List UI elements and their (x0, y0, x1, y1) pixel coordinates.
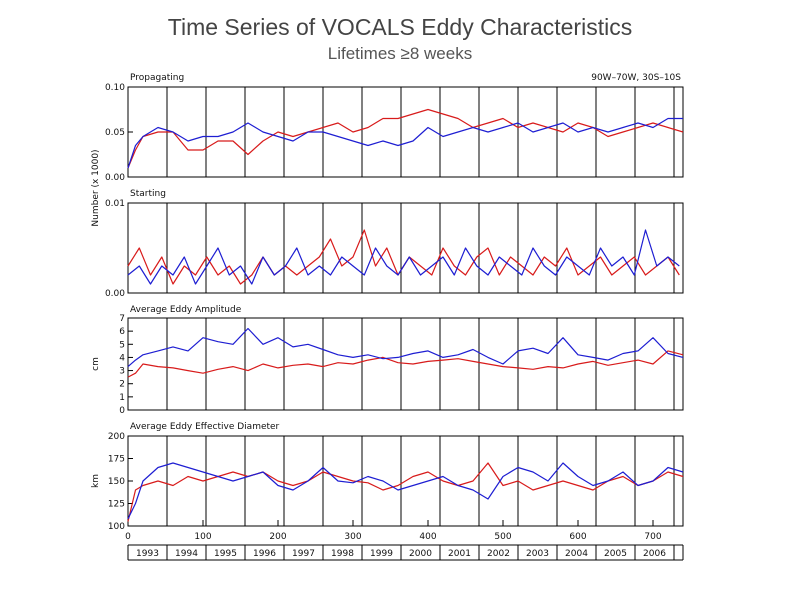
x-tick-label: 400 (419, 532, 436, 542)
series-lines (127, 108, 684, 169)
x-tick-label: 100 (194, 532, 211, 542)
year-label: 1999 (370, 549, 393, 559)
panel-label: Average Eddy Amplitude (130, 305, 242, 315)
y-tick-label: 200 (108, 432, 125, 442)
panel-label: Starting (130, 189, 166, 199)
panel-starting: Starting 0.00 0.01 (105, 189, 684, 299)
y-tick-label: 0.05 (105, 128, 125, 138)
series-line-red (127, 350, 684, 378)
y-tick-label: 7 (119, 314, 125, 324)
y-tick-label: 0.10 (105, 83, 125, 93)
y-tick-label: 4 (119, 353, 125, 363)
year-label: 2003 (526, 549, 549, 559)
x-tick-label: 200 (269, 532, 286, 542)
panel-amplitude: Average Eddy Amplitude cm 0 1 2 3 4 5 6 7 (91, 305, 684, 416)
y-tick-label: 100 (108, 522, 125, 532)
year-label: 2006 (643, 549, 666, 559)
series-line-red (127, 462, 684, 522)
chart-subtitle: Lifetimes ≥8 weeks (327, 44, 473, 63)
series-lines (127, 462, 684, 522)
y-tick-label: 0.00 (105, 289, 125, 299)
panel-diameter: Average Eddy Effective Diameter km 100 12… (91, 422, 684, 542)
panel-frame (127, 202, 684, 294)
year-label: 1998 (331, 549, 354, 559)
year-label: 2000 (409, 549, 432, 559)
y-tick-label: 125 (108, 500, 125, 510)
y-tick-label: 0.00 (105, 173, 125, 183)
y-tick-label: 0 (119, 406, 125, 416)
y-ticks: 0.00 0.05 0.10 (105, 83, 133, 183)
year-labels: 1993 1994 1995 1996 1997 1998 1999 2000 2001 2002… (127, 545, 684, 560)
ylabel-diameter: km (91, 474, 101, 488)
panel-label: Propagating (130, 73, 184, 83)
year-label: 1994 (175, 549, 198, 559)
x-ticks: 0 100 200 300 400 500 600 700 (125, 520, 662, 542)
chart-title: Time Series of VOCALS Eddy Characteristi… (167, 14, 633, 40)
series-line-blue (127, 462, 684, 520)
series-line-blue (127, 229, 680, 285)
x-tick-label: 700 (644, 532, 661, 542)
year-grid (166, 203, 675, 293)
series-lines (127, 229, 680, 285)
ylabel-amplitude: cm (91, 357, 101, 371)
y-ticks: 0 1 2 3 4 5 6 7 (119, 314, 133, 416)
y-tick-label: 6 (119, 327, 125, 337)
y-tick-label: 2 (119, 380, 125, 390)
y-ticks: 100 125 150 175 200 (108, 432, 133, 532)
panel-propagating: Propagating 90W–70W, 30S–10S Number (x 1… (91, 73, 684, 227)
year-grid (166, 87, 675, 177)
year-label: 2004 (565, 549, 588, 559)
x-tick-label: 300 (344, 532, 361, 542)
year-label: 1997 (292, 549, 315, 559)
y-tick-label: 175 (108, 455, 125, 465)
series-lines (127, 327, 684, 378)
x-tick-label: 600 (569, 532, 586, 542)
series-line-blue (127, 117, 683, 169)
year-label: 1995 (214, 549, 237, 559)
y-tick-label: 0.01 (105, 199, 125, 209)
year-label: 2002 (487, 549, 510, 559)
year-label: 2001 (448, 549, 471, 559)
y-tick-label: 1 (119, 393, 125, 403)
y-tick-label: 3 (119, 367, 125, 377)
panel-label: Average Eddy Effective Diameter (130, 422, 280, 432)
series-line-blue (127, 327, 684, 368)
year-axis: 1993 1994 1995 1996 1997 1998 1999 2000 2001 2002… (127, 544, 684, 561)
panel-frame (127, 317, 684, 411)
year-label: 1993 (136, 549, 159, 559)
year-grid (166, 436, 675, 526)
y-tick-label: 5 (119, 340, 125, 350)
y-ticks: 0.00 0.01 (105, 199, 133, 299)
x-tick-label: 500 (494, 532, 511, 542)
ylabel-propagating: Number (x 1000) (91, 149, 101, 226)
year-label: 1996 (253, 549, 276, 559)
year-grid (166, 318, 675, 410)
y-tick-label: 150 (108, 477, 125, 487)
series-line-red (127, 108, 684, 169)
x-tick-label: 0 (125, 532, 131, 542)
year-label: 2005 (604, 549, 627, 559)
region-label: 90W–70W, 30S–10S (591, 73, 681, 83)
